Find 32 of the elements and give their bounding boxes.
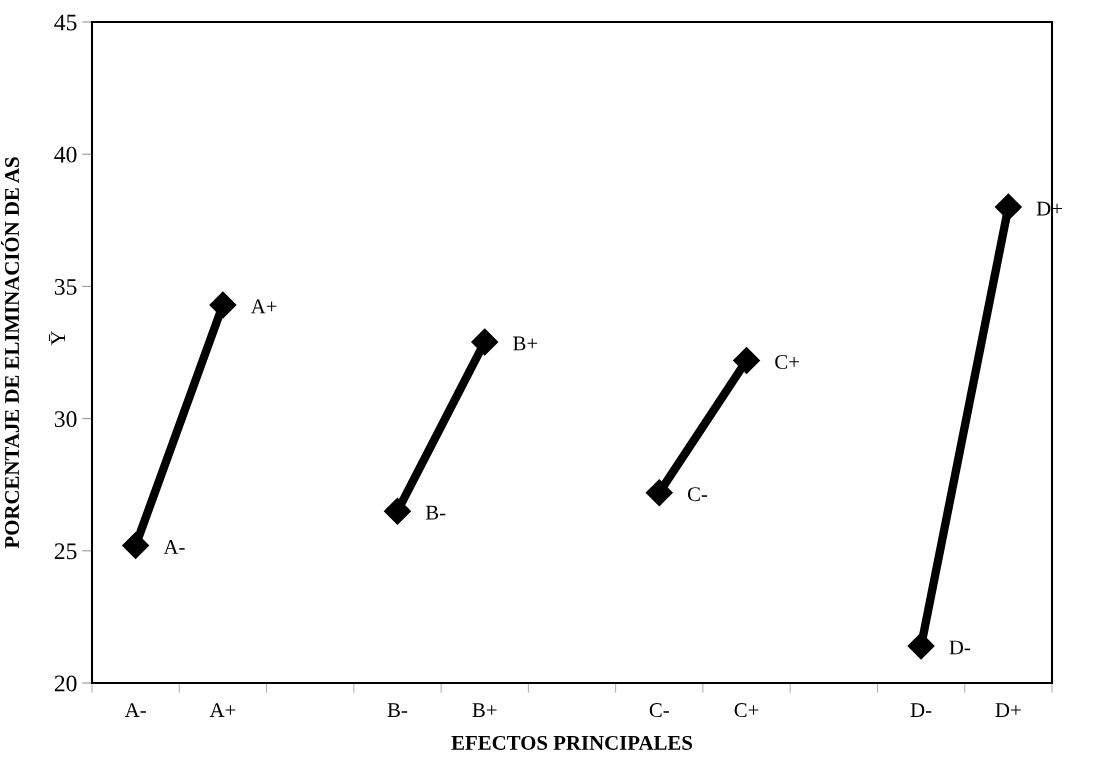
y-tick-label: 30: [54, 411, 77, 428]
y-tick-label: 45: [54, 14, 77, 31]
annotation: D-: [949, 640, 971, 655]
annotation: C-: [687, 487, 708, 502]
x-tick-label: A+: [209, 703, 236, 717]
text: Ȳ: [48, 331, 66, 346]
x-tick-label: C+: [734, 703, 759, 718]
annotation: C+: [775, 354, 799, 369]
x-tick-label: B-: [387, 703, 408, 717]
annotation: B-: [425, 505, 446, 520]
y-tick-label: 35: [54, 278, 77, 295]
point: [733, 346, 761, 374]
y-tick-label: 25: [54, 543, 77, 560]
y-tick-label: 20: [54, 675, 77, 692]
point: [471, 328, 499, 356]
annotation: B+: [513, 336, 538, 351]
x-tick-label: A-: [124, 703, 146, 717]
point: [645, 479, 673, 507]
point: [122, 532, 150, 559]
point: [907, 632, 935, 660]
x-tick-label: D-: [910, 703, 932, 717]
x-axis-title: EFECTOS PRINCIPALES: [451, 735, 693, 750]
x-tick-label: C-: [649, 703, 669, 718]
point: [209, 291, 237, 319]
y-tick-label: 40: [54, 146, 77, 163]
annotation: A-: [163, 540, 185, 554]
point: [383, 497, 411, 525]
annotation: A+: [250, 299, 277, 314]
x-tick-label: B+: [472, 703, 497, 717]
y-axis-title: PORCENTAJE DE ELIMINACIÓN DE AS: [1, 157, 20, 549]
point: [994, 193, 1022, 221]
x-tick-label: D+: [995, 703, 1021, 717]
